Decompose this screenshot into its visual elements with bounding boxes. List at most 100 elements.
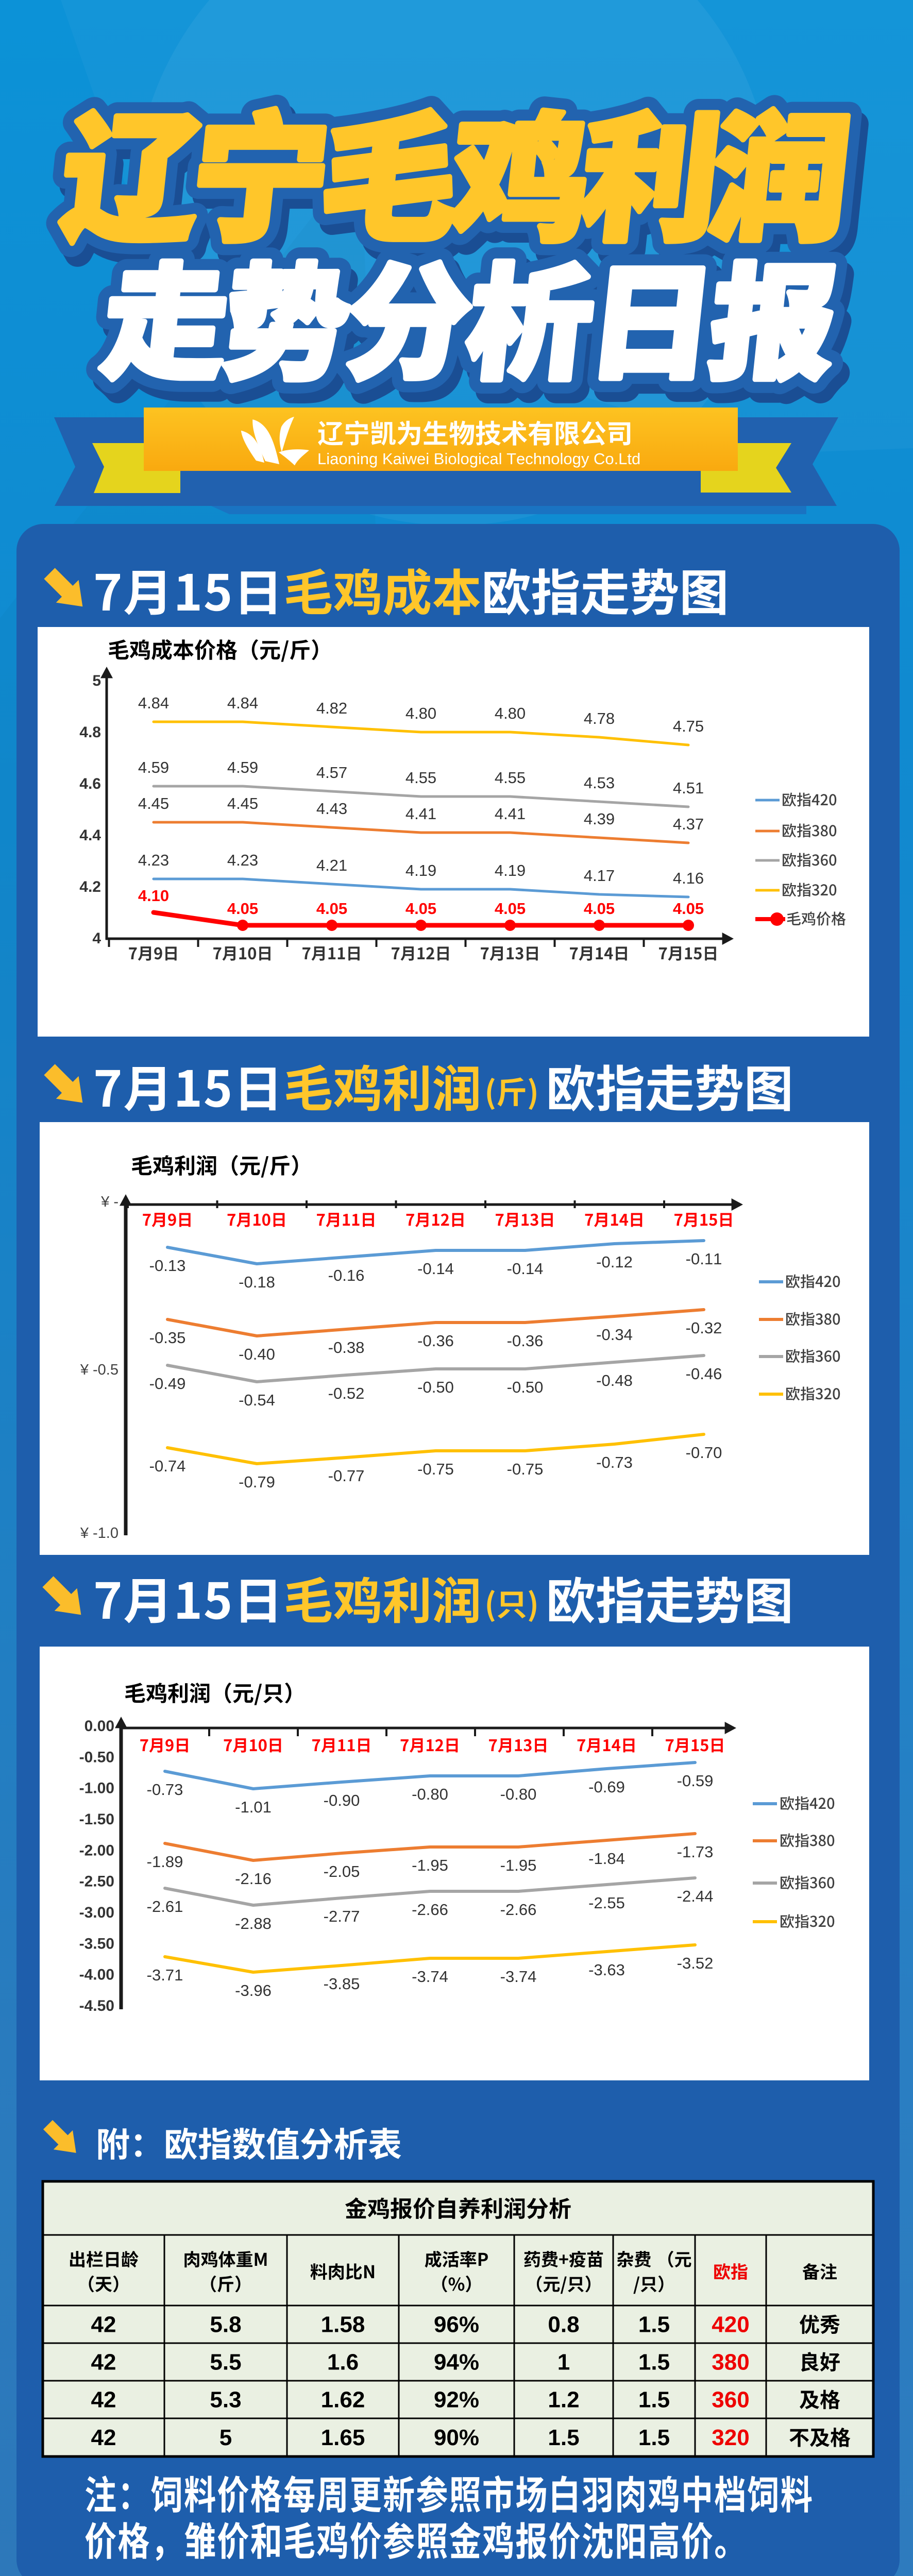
svg-text:-2.55: -2.55 bbox=[588, 1894, 625, 1912]
svg-text:-1.00: -1.00 bbox=[79, 1780, 114, 1797]
svg-text:¥ -1.0: ¥ -1.0 bbox=[80, 1525, 119, 1541]
svg-text:1.5: 1.5 bbox=[638, 2425, 670, 2450]
svg-text:-3.50: -3.50 bbox=[79, 1935, 114, 1952]
svg-text:-0.73: -0.73 bbox=[596, 1453, 633, 1471]
svg-text:-0.59: -0.59 bbox=[677, 1772, 714, 1790]
svg-text:42: 42 bbox=[91, 2312, 116, 2337]
svg-text:-1.95: -1.95 bbox=[412, 1856, 448, 1874]
svg-text:4.43: 4.43 bbox=[316, 800, 347, 818]
svg-text:-0.49: -0.49 bbox=[149, 1375, 186, 1393]
svg-text:-0.75: -0.75 bbox=[507, 1460, 544, 1478]
svg-text:¥ -: ¥ - bbox=[100, 1194, 119, 1210]
svg-text:-2.66: -2.66 bbox=[500, 1901, 537, 1919]
svg-text:4.05: 4.05 bbox=[227, 900, 258, 918]
svg-text:-2.50: -2.50 bbox=[79, 1873, 114, 1890]
svg-text:-3.74: -3.74 bbox=[412, 1968, 448, 1986]
svg-text:5.8: 5.8 bbox=[210, 2312, 241, 2337]
svg-text:-0.80: -0.80 bbox=[412, 1785, 448, 1803]
svg-text:-0.73: -0.73 bbox=[147, 1781, 183, 1799]
svg-text:¥ -0.5: ¥ -0.5 bbox=[80, 1362, 119, 1378]
svg-text:-0.38: -0.38 bbox=[328, 1338, 365, 1357]
svg-text:4.37: 4.37 bbox=[673, 815, 704, 833]
svg-text:1.58: 1.58 bbox=[321, 2312, 365, 2337]
svg-text:4.59: 4.59 bbox=[227, 758, 258, 776]
svg-text:-0.14: -0.14 bbox=[507, 1260, 544, 1278]
svg-text:4.80: 4.80 bbox=[495, 704, 526, 722]
svg-text:4.17: 4.17 bbox=[584, 867, 615, 885]
svg-text:-0.46: -0.46 bbox=[686, 1365, 722, 1383]
svg-text:4.05: 4.05 bbox=[316, 900, 347, 918]
svg-text:4.4: 4.4 bbox=[79, 827, 101, 844]
svg-text:-1.73: -1.73 bbox=[677, 1843, 714, 1861]
svg-text:-0.90: -0.90 bbox=[324, 1791, 360, 1809]
svg-text:-4.50: -4.50 bbox=[79, 1997, 114, 2014]
svg-text:1.6: 1.6 bbox=[327, 2350, 359, 2375]
svg-text:5.3: 5.3 bbox=[210, 2387, 241, 2413]
svg-text:-3.63: -3.63 bbox=[588, 1961, 625, 1979]
svg-text:-3.74: -3.74 bbox=[500, 1968, 537, 1986]
svg-text:4.55: 4.55 bbox=[495, 769, 526, 787]
svg-text:4.05: 4.05 bbox=[405, 900, 436, 918]
svg-text:4.19: 4.19 bbox=[405, 861, 436, 879]
svg-text:-1.95: -1.95 bbox=[500, 1856, 537, 1874]
svg-text:42: 42 bbox=[91, 2350, 116, 2375]
svg-text:-3.71: -3.71 bbox=[147, 1966, 183, 1984]
svg-text:-0.75: -0.75 bbox=[417, 1460, 454, 1478]
svg-text:-1.01: -1.01 bbox=[235, 1798, 272, 1816]
svg-text:-0.18: -0.18 bbox=[239, 1273, 275, 1291]
svg-text:0.8: 0.8 bbox=[548, 2312, 579, 2337]
svg-text:4.8: 4.8 bbox=[79, 724, 101, 741]
svg-text:94%: 94% bbox=[434, 2350, 479, 2375]
svg-text:4.05: 4.05 bbox=[495, 900, 526, 918]
svg-text:4.41: 4.41 bbox=[495, 805, 526, 823]
svg-text:4.45: 4.45 bbox=[138, 794, 169, 812]
svg-text:4.2: 4.2 bbox=[79, 878, 101, 895]
svg-text:96%: 96% bbox=[434, 2312, 479, 2337]
svg-text:-3.85: -3.85 bbox=[324, 1975, 360, 1993]
svg-text:4.19: 4.19 bbox=[495, 861, 526, 879]
svg-text:4.53: 4.53 bbox=[584, 774, 615, 792]
svg-text:4.45: 4.45 bbox=[227, 794, 258, 812]
svg-text:1.5: 1.5 bbox=[638, 2387, 670, 2413]
svg-text:4: 4 bbox=[92, 930, 101, 947]
svg-text:4.75: 4.75 bbox=[673, 717, 704, 735]
svg-text:-2.66: -2.66 bbox=[412, 1901, 448, 1919]
svg-text:4.05: 4.05 bbox=[673, 900, 704, 918]
svg-text:-0.77: -0.77 bbox=[328, 1467, 365, 1485]
svg-text:-0.54: -0.54 bbox=[239, 1391, 275, 1409]
svg-text:-0.79: -0.79 bbox=[239, 1473, 275, 1491]
svg-text:-0.80: -0.80 bbox=[500, 1785, 537, 1803]
svg-text:-0.40: -0.40 bbox=[239, 1345, 275, 1363]
svg-text:-0.32: -0.32 bbox=[686, 1319, 722, 1337]
svg-text:90%: 90% bbox=[434, 2425, 479, 2450]
svg-text:4.23: 4.23 bbox=[138, 851, 169, 869]
svg-text:-0.35: -0.35 bbox=[149, 1329, 186, 1347]
svg-text:-3.52: -3.52 bbox=[677, 1954, 714, 1972]
svg-text:4.51: 4.51 bbox=[673, 779, 704, 797]
svg-text:1.2: 1.2 bbox=[548, 2387, 579, 2413]
svg-text:5: 5 bbox=[219, 2425, 232, 2450]
svg-text:4.59: 4.59 bbox=[138, 758, 169, 776]
svg-text:4.41: 4.41 bbox=[405, 805, 436, 823]
svg-text:-0.14: -0.14 bbox=[417, 1260, 454, 1278]
svg-text:-2.77: -2.77 bbox=[324, 1907, 360, 1925]
svg-text:4.6: 4.6 bbox=[79, 775, 101, 792]
svg-text:92%: 92% bbox=[434, 2387, 479, 2413]
svg-text:4.05: 4.05 bbox=[584, 900, 615, 918]
svg-text:-2.00: -2.00 bbox=[79, 1842, 114, 1859]
svg-text:-2.61: -2.61 bbox=[147, 1897, 183, 1916]
svg-text:5.5: 5.5 bbox=[210, 2350, 241, 2375]
svg-text:-0.74: -0.74 bbox=[149, 1457, 186, 1475]
svg-text:1.62: 1.62 bbox=[321, 2387, 365, 2413]
svg-text:-0.50: -0.50 bbox=[417, 1378, 454, 1396]
svg-text:-0.34: -0.34 bbox=[596, 1326, 633, 1344]
svg-text:42: 42 bbox=[91, 2425, 116, 2450]
svg-text:-2.44: -2.44 bbox=[677, 1887, 714, 1905]
svg-text:42: 42 bbox=[91, 2387, 116, 2413]
svg-text:5: 5 bbox=[92, 672, 101, 689]
svg-text:4.80: 4.80 bbox=[405, 704, 436, 722]
svg-text:-0.13: -0.13 bbox=[149, 1257, 186, 1275]
svg-text:4.10: 4.10 bbox=[138, 887, 169, 905]
svg-text:0.00: 0.00 bbox=[84, 1718, 114, 1735]
svg-text:320: 320 bbox=[712, 2425, 749, 2450]
